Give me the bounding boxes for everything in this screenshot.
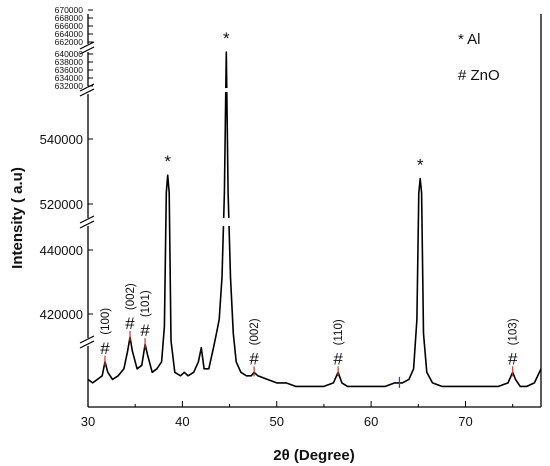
axis-break-mark-1 — [79, 83, 95, 92]
y-axis: 420000 440000 520000 540000 6320006340006360… — [40, 5, 93, 322]
y-tick-label: 640000 — [55, 49, 84, 59]
axis-break-gap-1 — [85, 86, 91, 94]
axis-break-mark-1-b — [79, 88, 95, 97]
y-tick-label: 664000 — [55, 29, 84, 39]
series-layer — [87, 51, 542, 388]
miller-index-label: (002) — [125, 283, 137, 310]
axis-break-mark-3 — [79, 335, 95, 344]
y-tick-label: 668000 — [55, 13, 84, 23]
miller-index-label: (103) — [508, 318, 520, 345]
y-tick-label: 634000 — [55, 73, 84, 83]
y-tick-label: 636000 — [55, 65, 84, 75]
zno-peak-marker: # — [140, 321, 150, 340]
axis-break-mark-2 — [79, 215, 95, 224]
y-tick-label: 420000 — [40, 307, 83, 322]
y-axis-label: Intensity ( a.u) — [9, 167, 26, 269]
axis-break-gap-0 — [85, 44, 91, 52]
axis-break-mark-2-b — [79, 220, 95, 229]
miller-index-label: (100) — [100, 308, 112, 335]
peak-break-gap-2 — [221, 88, 232, 92]
zno-peak-marker: # — [508, 349, 518, 368]
annotation-layer: ***#(100) #(002)#(101)#(002)#(110)#(103) — [100, 29, 520, 388]
y-tick-label: 670000 — [55, 5, 84, 15]
al-peak-marker: * — [164, 152, 171, 171]
x-axis-label: 2θ (Degree) — [273, 447, 354, 464]
legend-entry: * Al — [458, 31, 481, 48]
miller-index-label: (101) — [140, 290, 152, 317]
miller-index-label: (002) — [249, 318, 261, 345]
y-tick-label: 520000 — [40, 197, 83, 212]
x-tick-label: 50 — [270, 414, 284, 429]
axis-break-gap-3 — [85, 338, 91, 346]
xrd-pattern-line — [87, 51, 542, 388]
x-tick-label: 70 — [458, 414, 472, 429]
x-tick-label: 40 — [175, 414, 189, 429]
x-axis: 30 40 50 60 70 — [81, 401, 514, 429]
y-tick-label: 440000 — [40, 243, 83, 258]
zno-peak-marker: # — [100, 339, 110, 358]
legend-entry: # ZnO — [458, 67, 500, 84]
peak-break-gap-1 — [221, 338, 232, 346]
axis-break-mark-0 — [79, 41, 95, 50]
y-tick-label: 666000 — [55, 21, 84, 31]
y-tick-label: 638000 — [55, 57, 84, 67]
x-tick-label: 60 — [364, 414, 378, 429]
peak-break-gap-0 — [221, 218, 232, 226]
legend: * Al # ZnO — [458, 31, 500, 84]
x-tick-label: 30 — [81, 414, 95, 429]
y-tick-label: 662000 — [55, 37, 84, 47]
y-tick-label: 540000 — [40, 132, 83, 147]
miller-index-label: (110) — [333, 319, 345, 345]
zno-peak-marker: # — [125, 314, 135, 333]
axis-break-mark-0-b — [79, 46, 95, 55]
axis-break-gap-2 — [85, 218, 91, 226]
axis-break-mark-3-b — [79, 340, 95, 349]
al-peak-marker: * — [223, 29, 230, 48]
y-tick-label: 632000 — [55, 81, 84, 91]
zno-peak-marker: # — [249, 349, 259, 368]
zno-peak-marker: # — [333, 349, 343, 368]
al-peak-marker: * — [417, 156, 424, 175]
